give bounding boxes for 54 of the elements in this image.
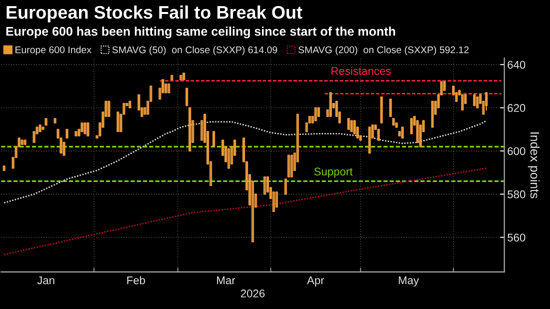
candlestick — [329, 92, 332, 117]
candlestick — [86, 122, 90, 136]
candlestick — [32, 130, 36, 143]
candlestick — [186, 88, 188, 106]
candlestick — [401, 126, 404, 139]
legend-label: Europe 600 Index — [16, 46, 92, 56]
candlestick — [62, 142, 66, 156]
candlestick — [108, 100, 110, 117]
x-tick-label: Jan — [37, 276, 54, 284]
candlestick — [284, 178, 287, 195]
candlestick — [272, 191, 276, 212]
x-tick-label: Mar — [217, 276, 236, 284]
chart-title: European Stocks Fail to Break Out — [6, 5, 302, 22]
y-tick-label: 600 — [508, 147, 526, 156]
line-series — [3, 120, 488, 204]
candlestick — [287, 154, 290, 178]
candlestick — [263, 176, 266, 195]
y-tick-label: 580 — [508, 190, 526, 198]
y-tick-label: 560 — [508, 234, 526, 242]
candlestick — [368, 126, 371, 154]
candlestick — [419, 124, 422, 148]
candlestick — [128, 100, 132, 108]
legend-label: SMAVG (200) on Close (SXXP) 592.12 — [298, 46, 469, 56]
x-tick-label: May — [398, 276, 419, 286]
candlestick — [476, 96, 479, 108]
x-tick-label: Feb — [127, 276, 146, 284]
y-tick-label: 640 — [508, 60, 526, 69]
candlestick — [461, 94, 464, 110]
annotation: Resistances — [332, 66, 391, 75]
x-tick-label: Apr — [307, 276, 324, 286]
legend-label: SMAVG (50) on Close (SXXP) 614.09 — [112, 46, 278, 56]
candlestick — [227, 148, 230, 169]
candlestick — [377, 128, 380, 141]
candlestick — [116, 112, 120, 132]
candlestick — [275, 191, 278, 208]
y-tick-label: 620 — [508, 104, 526, 112]
candlestick — [389, 98, 392, 117]
candlestick — [84, 122, 86, 134]
candlestick — [290, 154, 293, 178]
candlestick — [314, 107, 317, 122]
candlestick — [212, 130, 216, 148]
chart-subtitle: Europe 600 has been hitting same ceiling since start of the month — [6, 26, 396, 38]
candlestick — [353, 120, 356, 134]
line-series — [3, 168, 488, 256]
candlestick — [347, 118, 350, 130]
candlestick — [473, 94, 476, 106]
candlestick — [416, 120, 419, 143]
candlestick — [410, 118, 413, 134]
y-axis-title: Index points — [528, 132, 540, 198]
x-axis-title: 2026 — [240, 290, 265, 298]
candlestick — [431, 100, 434, 128]
candlestick — [350, 120, 353, 132]
annotation: Support — [314, 168, 353, 178]
candlestick — [380, 96, 383, 124]
